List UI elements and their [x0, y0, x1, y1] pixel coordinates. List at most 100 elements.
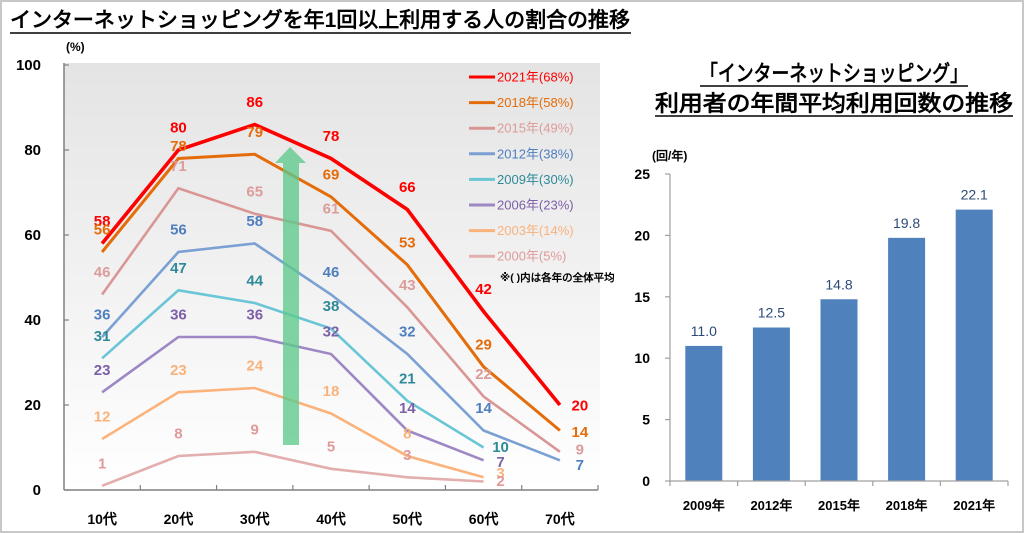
bar-x-tick-label: 2021年 — [953, 498, 995, 513]
bar-2015年 — [820, 299, 858, 481]
legend-label: 2009年(30%) — [497, 172, 574, 187]
data-label: 14 — [475, 400, 492, 417]
data-label: 21 — [399, 370, 416, 387]
y-tick-label: 80 — [24, 142, 41, 159]
data-label: 42 — [475, 281, 492, 298]
plot-area — [64, 63, 600, 490]
legend-label: 2003年(14%) — [497, 223, 574, 238]
bar-y-tick-label: 15 — [634, 289, 650, 305]
legend-label: 2000年(5%) — [497, 249, 566, 264]
data-label: 66 — [399, 179, 416, 196]
data-label: 3 — [496, 465, 504, 482]
data-label: 79 — [246, 124, 263, 141]
data-label: 31 — [94, 328, 111, 345]
bar-2018年 — [888, 237, 926, 481]
bars — [685, 209, 993, 481]
data-label: 58 — [94, 213, 111, 230]
legend-item: 2000年(5%) — [469, 249, 566, 264]
data-label: 58 — [246, 213, 263, 230]
data-label: 7 — [496, 454, 504, 471]
data-label: 36 — [246, 307, 263, 324]
data-label: 23 — [170, 362, 187, 379]
series-line-2015 — [101, 186, 561, 453]
x-axis: 10代 20代 30代 40代 50代 60代 70代 — [64, 485, 599, 527]
data-label: 14 — [399, 400, 416, 417]
bar-x-tick-label: 2018年 — [886, 498, 928, 513]
data-label: 29 — [475, 336, 492, 353]
data-label: 56 — [94, 222, 111, 239]
legend-label: 2006年(23%) — [497, 198, 574, 213]
bar-y-axis-unit-label: (回/年) — [652, 148, 687, 163]
series-line-2012 — [101, 242, 561, 462]
bar-x-tick-label: 2015年 — [818, 498, 860, 513]
legend-label: 2015年(49%) — [497, 121, 574, 136]
data-label: 32 — [399, 324, 416, 341]
bar-2021年 — [955, 209, 993, 481]
bar-value-label: 19.8 — [893, 215, 920, 231]
legend-item: 2018年(58%) — [469, 95, 574, 110]
bar-chart-title-line-2: 利用者の年間平均利用回数の推移 — [655, 91, 1013, 116]
legend-item: 2012年(38%) — [469, 146, 574, 161]
x-tick-label: 60代 — [469, 511, 499, 527]
series-line-2021 — [100, 122, 562, 407]
bar-x-tick-label: 2012年 — [750, 498, 792, 513]
data-label: 1 — [98, 455, 106, 472]
legend-item: 2009年(30%) — [469, 172, 574, 187]
data-label: 86 — [246, 94, 263, 111]
data-labels: 5880867866422056787969532914467165614322… — [94, 94, 589, 490]
data-label: 36 — [94, 307, 111, 324]
y-tick-label: 0 — [33, 482, 41, 499]
data-label: 3 — [403, 447, 411, 464]
data-label: 56 — [170, 222, 187, 239]
legend-label: 2018年(58%) — [497, 95, 574, 110]
bar-value-label: 22.1 — [961, 187, 988, 203]
bar-y-tick-label: 10 — [634, 350, 650, 366]
data-label: 80 — [170, 120, 187, 137]
x-tick-label: 70代 — [545, 511, 575, 527]
data-label: 5 — [327, 438, 335, 455]
legend-item: 2003年(14%) — [469, 223, 574, 238]
data-label: 69 — [323, 166, 340, 183]
y-tick-label: 60 — [24, 227, 41, 244]
x-tick-label: 30代 — [240, 511, 270, 527]
y-tick-label: 20 — [24, 397, 41, 414]
series-line-2018 — [100, 152, 561, 432]
bar-chart-title-line-1: 「インターネットショッピング」 — [700, 61, 968, 86]
data-label: 8 — [403, 426, 411, 443]
y-axis: 0 20 40 60 80 100 — [16, 57, 69, 499]
legend-item: 2006年(23%) — [469, 198, 574, 213]
legend-item: 2015年(49%) — [469, 121, 574, 136]
legend-item: 2021年(68%) — [469, 70, 574, 85]
bar-y-tick-label: 20 — [634, 227, 650, 243]
data-label: 47 — [170, 260, 187, 277]
y-axis-unit-label: (%) — [66, 40, 85, 54]
x-tick-label: 50代 — [392, 511, 422, 527]
bar-value-label: 12.5 — [758, 305, 785, 321]
data-label: 61 — [323, 200, 340, 217]
data-label: 46 — [323, 264, 340, 281]
legend-note: ※( )内は各年の全体平均 — [500, 271, 615, 284]
data-label: 23 — [94, 362, 111, 379]
upward-trend-arrow-icon — [275, 147, 306, 445]
data-label: 14 — [572, 424, 589, 441]
bar-x-tick-label: 2009年 — [683, 498, 725, 513]
data-label: 46 — [94, 264, 111, 281]
data-label: 22 — [475, 366, 492, 383]
y-tick-label: 100 — [16, 57, 41, 74]
data-label: 2 — [496, 473, 504, 490]
data-label: 32 — [323, 324, 340, 341]
legend: 2021年(68%) 2018年(58%) 2015年(49%) 2012年(38%)… — [469, 70, 574, 264]
x-tick-label: 20代 — [164, 511, 194, 527]
data-label: 43 — [399, 277, 416, 294]
data-label: 24 — [246, 358, 263, 375]
bar-y-tick-label: 0 — [642, 473, 650, 489]
series-line-2000 — [101, 450, 484, 488]
bar-x-axis: 2009年 2012年 2015年 2018年 2021年 — [669, 480, 1009, 513]
bar-chart: 「インターネットショッピング」 利用者の年間平均利用回数の推移 (回/年) 0 5… — [634, 61, 1013, 513]
bar-value-labels: 11.0 12.5 14.8 19.8 22.1 — [691, 187, 988, 339]
legend-label: 2021年(68%) — [497, 70, 574, 85]
legend-label: 2012年(38%) — [497, 146, 574, 161]
data-label: 20 — [572, 398, 589, 415]
data-label: 44 — [246, 273, 263, 290]
